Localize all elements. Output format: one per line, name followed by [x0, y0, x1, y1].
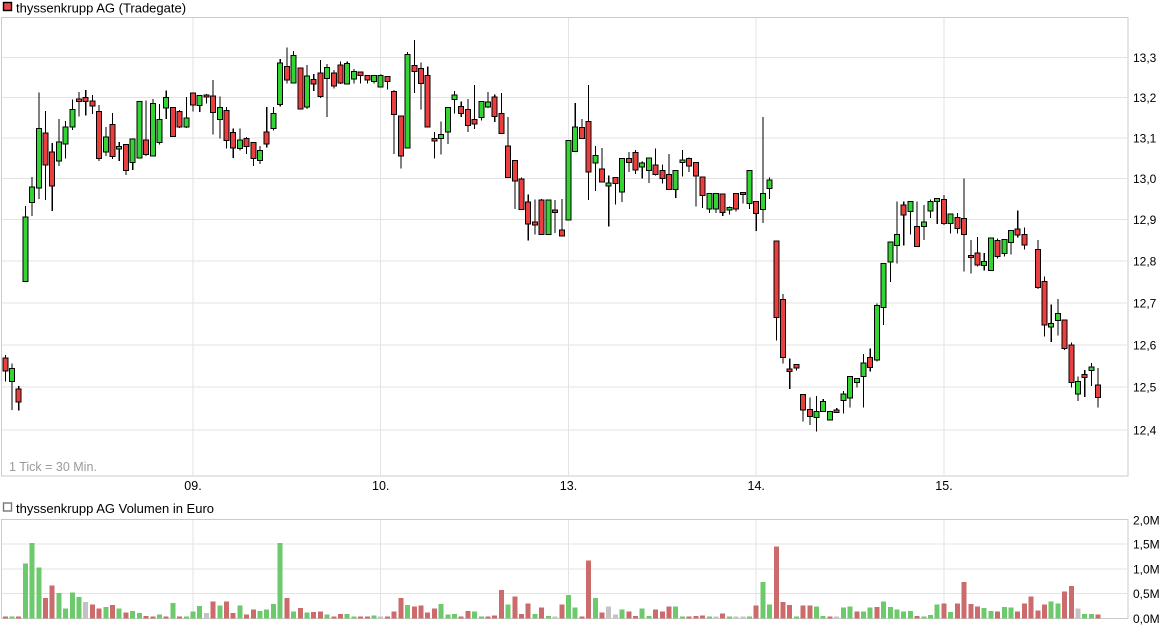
svg-text:13,3: 13,3 [1133, 51, 1157, 65]
svg-text:12,4: 12,4 [1133, 424, 1157, 438]
svg-text:10.: 10. [372, 479, 389, 493]
svg-text:0,5M: 0,5M [1133, 587, 1160, 601]
svg-text:13,1: 13,1 [1133, 131, 1157, 145]
svg-text:12,6: 12,6 [1133, 338, 1157, 352]
svg-text:thyssenkrupp AG (Tradegate): thyssenkrupp AG (Tradegate) [16, 1, 186, 16]
svg-text:14.: 14. [748, 479, 765, 493]
svg-text:12,7: 12,7 [1133, 296, 1157, 310]
svg-text:09.: 09. [184, 479, 201, 493]
svg-text:1 Tick = 30 Min.: 1 Tick = 30 Min. [9, 460, 97, 474]
svg-text:12,9: 12,9 [1133, 213, 1157, 227]
svg-text:12,8: 12,8 [1133, 255, 1157, 269]
svg-text:0,0M: 0,0M [1133, 612, 1160, 626]
svg-text:2,0M: 2,0M [1133, 514, 1160, 528]
svg-text:13,2: 13,2 [1133, 91, 1157, 105]
svg-text:15.: 15. [935, 479, 952, 493]
svg-text:thyssenkrupp AG Volumen in Eur: thyssenkrupp AG Volumen in Euro [16, 501, 214, 516]
svg-text:13.: 13. [560, 479, 577, 493]
svg-text:1,5M: 1,5M [1133, 538, 1160, 552]
svg-text:12,5: 12,5 [1133, 381, 1157, 395]
svg-text:1,0M: 1,0M [1133, 562, 1160, 576]
svg-text:13,0: 13,0 [1133, 172, 1157, 186]
